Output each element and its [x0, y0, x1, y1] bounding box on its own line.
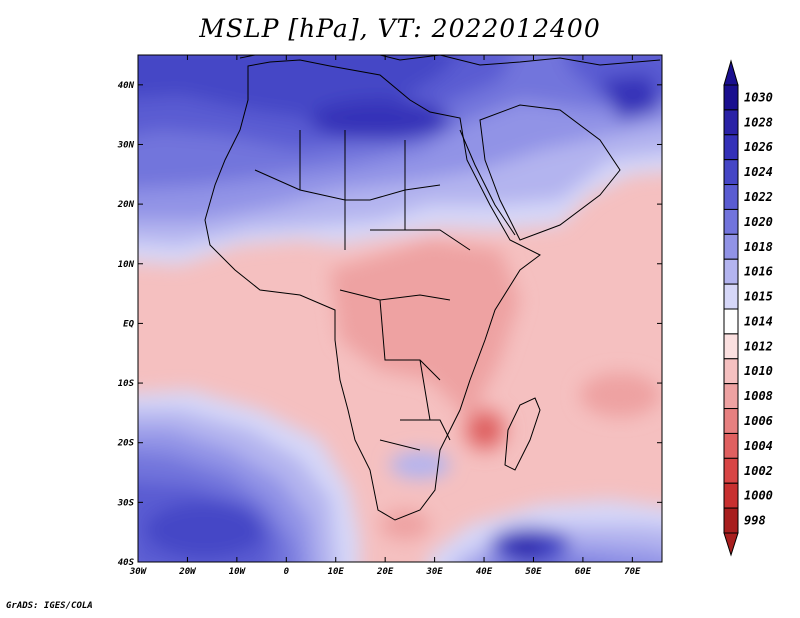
colorbar-swatch [723, 109, 739, 136]
y-tick-label: 40S [118, 558, 135, 568]
country-borders [254, 130, 471, 451]
colorbar-swatch [723, 333, 739, 360]
x-tick-label: 0 [284, 567, 290, 577]
map-frame [137, 54, 663, 563]
colorbar-swatch [723, 258, 739, 285]
arabia-coastline [479, 104, 621, 241]
colorbar-label: 1015 [744, 290, 773, 304]
x-tick-label: 50E [525, 567, 542, 577]
colorbar-label: 1012 [744, 339, 773, 353]
colorbar-swatch [723, 482, 739, 509]
colorbar-label: 1028 [744, 115, 773, 129]
x-tick-label: 30W [129, 567, 148, 577]
grads-credit: GrADS: IGES/COLA [6, 601, 93, 611]
x-tick-label: 40E [476, 567, 493, 577]
colorbar-swatch [723, 233, 739, 260]
colorbar-label: 1002 [744, 464, 773, 478]
colorbar-swatch [723, 283, 739, 310]
colorbar-swatch [723, 184, 739, 210]
colorbar-bottom-arrow [723, 532, 739, 557]
y-tick-label: 40N [118, 81, 135, 91]
y-tick-label: 30S [117, 498, 135, 508]
y-tick-label: 20N [117, 200, 135, 210]
y-tick-label: 30N [117, 140, 135, 150]
mslp-field [138, 55, 662, 562]
x-tick-label: 20W [178, 567, 197, 577]
x-tick-label: 60E [575, 567, 592, 577]
colorbar-swatch [723, 159, 739, 186]
colorbar-swatch [723, 507, 739, 534]
colorbar-label: 1026 [744, 140, 773, 154]
colorbar-label: 998 [744, 514, 766, 528]
colorbar-label: 1030 [744, 90, 773, 104]
colorbar-label: 1016 [744, 265, 773, 279]
colorbar-label: 1020 [744, 215, 773, 229]
colorbar-top-arrow [723, 59, 739, 86]
colorbar-swatch [723, 457, 739, 484]
colorbar-label: 1008 [744, 389, 773, 403]
europe-coastline [239, 55, 661, 66]
colorbar-label: 1006 [744, 414, 773, 428]
red-sea-outline [459, 129, 516, 236]
colorbar-label: 1010 [744, 364, 773, 378]
colorbar-swatch [723, 84, 739, 111]
colorbar-label: 1022 [744, 190, 773, 204]
colorbar-swatch [723, 208, 739, 235]
x-tick-label: 10E [328, 567, 345, 577]
colorbar-swatch [723, 408, 739, 434]
madagascar-coastline [504, 397, 541, 471]
colorbar-label: 1024 [744, 165, 773, 179]
x-tick-label: 30E [425, 567, 443, 577]
x-axis: 30W 20W 10W 0 10E 20E 30E 40E 50E 60E 70E [129, 55, 641, 577]
y-tick-label: 10S [118, 379, 135, 389]
colorbar-swatch [723, 134, 739, 161]
x-tick-label: 20E [376, 567, 394, 577]
colorbar-swatch [723, 432, 739, 459]
y-axis: 40N 30N 20N 10N EQ 10S 20S 30S 40S [117, 81, 662, 568]
colorbar-label: 1000 [744, 489, 773, 503]
colorbar-swatch [723, 358, 739, 385]
colorbar: 1030 1028 1026 1024 1022 1020 1018 1016 1015 1014… [723, 59, 773, 557]
x-tick-label: 10W [229, 567, 247, 577]
y-tick-label: 20S [117, 439, 135, 449]
coastlines [204, 55, 661, 521]
map-title: MSLP [hPa], VT: 2022012400 [199, 14, 601, 43]
colorbar-swatch [723, 383, 739, 410]
colorbar-swatch [723, 308, 739, 335]
colorbar-label: 1018 [744, 240, 773, 254]
y-tick-label: 10N [118, 260, 135, 270]
colorbar-label: 1004 [744, 439, 773, 453]
africa-coastline [204, 59, 541, 521]
colorbar-label: 1014 [744, 314, 773, 328]
x-tick-label: 70E [624, 567, 641, 577]
y-tick-label: EQ [123, 319, 134, 329]
